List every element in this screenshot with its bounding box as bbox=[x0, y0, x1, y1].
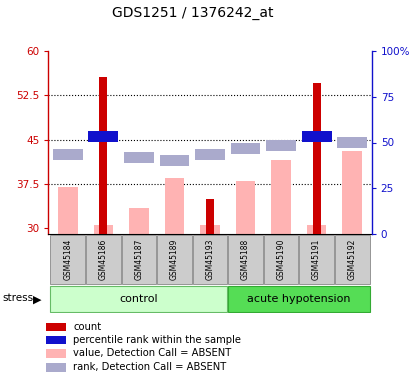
Bar bbox=[200, 225, 220, 234]
Bar bbox=[307, 225, 326, 234]
Text: value, Detection Call = ABSENT: value, Detection Call = ABSENT bbox=[74, 348, 232, 358]
Text: GSM45184: GSM45184 bbox=[63, 239, 72, 280]
Text: GSM45193: GSM45193 bbox=[205, 239, 215, 280]
Bar bbox=[58, 187, 78, 234]
Bar bbox=[337, 137, 367, 148]
Bar bbox=[313, 83, 320, 234]
Bar bbox=[231, 143, 260, 154]
FancyBboxPatch shape bbox=[50, 236, 85, 285]
Text: acute hypotension: acute hypotension bbox=[247, 294, 351, 304]
Text: rank, Detection Call = ABSENT: rank, Detection Call = ABSENT bbox=[74, 363, 227, 372]
FancyBboxPatch shape bbox=[228, 236, 263, 285]
Bar bbox=[302, 131, 331, 142]
FancyBboxPatch shape bbox=[50, 286, 227, 312]
Text: ▶: ▶ bbox=[33, 294, 41, 304]
FancyBboxPatch shape bbox=[264, 236, 299, 285]
Bar bbox=[195, 149, 225, 160]
Bar bbox=[271, 160, 291, 234]
Bar bbox=[46, 363, 66, 372]
Bar bbox=[46, 336, 66, 344]
Bar bbox=[236, 181, 255, 234]
Bar bbox=[206, 199, 214, 234]
Text: GSM45192: GSM45192 bbox=[348, 239, 357, 280]
Text: GSM45189: GSM45189 bbox=[170, 239, 179, 280]
Text: GSM45188: GSM45188 bbox=[241, 239, 250, 280]
FancyBboxPatch shape bbox=[86, 236, 121, 285]
Bar bbox=[266, 140, 296, 151]
Text: count: count bbox=[74, 322, 102, 332]
Bar bbox=[46, 323, 66, 332]
Text: stress: stress bbox=[2, 293, 33, 303]
FancyBboxPatch shape bbox=[193, 236, 227, 285]
Text: GSM45186: GSM45186 bbox=[99, 239, 108, 280]
Text: GSM45187: GSM45187 bbox=[134, 239, 143, 280]
Bar bbox=[100, 77, 107, 234]
FancyBboxPatch shape bbox=[228, 286, 370, 312]
Bar bbox=[124, 152, 154, 163]
Bar bbox=[129, 208, 149, 234]
Bar bbox=[46, 350, 66, 358]
Text: GDS1251 / 1376242_at: GDS1251 / 1376242_at bbox=[113, 6, 274, 20]
Bar bbox=[165, 178, 184, 234]
Text: control: control bbox=[120, 294, 158, 304]
Bar bbox=[94, 225, 113, 234]
FancyBboxPatch shape bbox=[121, 236, 156, 285]
Text: GSM45190: GSM45190 bbox=[277, 239, 286, 280]
Text: percentile rank within the sample: percentile rank within the sample bbox=[74, 335, 242, 345]
Bar bbox=[160, 155, 189, 166]
Bar bbox=[89, 131, 118, 142]
FancyBboxPatch shape bbox=[335, 236, 370, 285]
FancyBboxPatch shape bbox=[299, 236, 334, 285]
Bar bbox=[53, 149, 83, 160]
Bar bbox=[342, 152, 362, 234]
Text: GSM45191: GSM45191 bbox=[312, 239, 321, 280]
FancyBboxPatch shape bbox=[157, 236, 192, 285]
